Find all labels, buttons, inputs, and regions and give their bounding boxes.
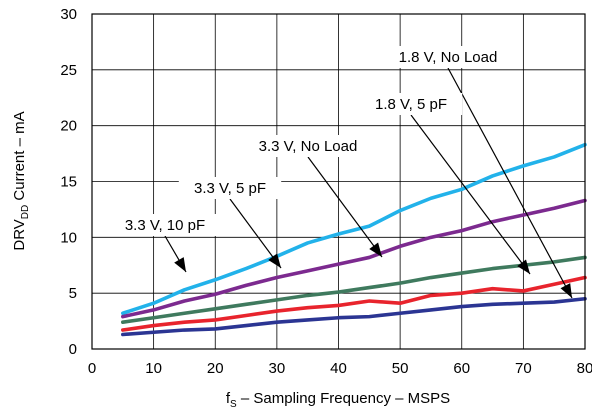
x-tick-label: 20 — [207, 360, 224, 377]
y-tick-label: 30 — [60, 6, 77, 23]
annotation-label-box — [244, 135, 372, 157]
series-line — [121, 142, 587, 316]
y-tick-label: 5 — [69, 285, 77, 302]
annotation-label: 1.8 V, No Load — [399, 49, 498, 66]
annotation-label-box — [109, 214, 221, 236]
x-tick-label: 30 — [269, 360, 286, 377]
y-tick-label: 25 — [60, 62, 77, 79]
x-axis-label: fS – Sampling Frequency – MSPS — [226, 390, 450, 410]
annotations: 1.8 V, No Load 1.8 V, 5 pF 3.3 V, No Load 3… — [109, 46, 573, 299]
annotation-label-box — [384, 46, 512, 68]
annotation-leader — [410, 114, 531, 275]
y-tick-label: 0 — [69, 341, 77, 358]
x-tick-label: 50 — [392, 360, 409, 377]
series-line — [121, 255, 587, 325]
annotation-leader — [447, 67, 573, 299]
annotation-label: 3.3 V, No Load — [259, 138, 358, 155]
x-tick-label: 70 — [515, 360, 532, 377]
y-tick-label: 20 — [60, 118, 77, 135]
annotation-leader — [229, 198, 282, 269]
annotation-label: 3.3 V, 10 pF — [125, 217, 205, 234]
annotation-label-box — [178, 177, 282, 199]
x-tick-label: 40 — [330, 360, 347, 377]
x-tick-label: 0 — [88, 360, 96, 377]
annotation-arrowhead — [560, 283, 572, 298]
tick-labels: 0 10 20 30 40 50 60 70 80 0 5 10 15 20 25 30 — [60, 6, 592, 377]
series-line — [121, 275, 587, 332]
annotation-leader — [307, 156, 383, 258]
series-lines — [121, 142, 587, 337]
y-tick-label: 15 — [60, 174, 77, 191]
annotation-arrowhead — [517, 259, 530, 274]
x-tick-label: 10 — [145, 360, 162, 377]
x-tick-label: 60 — [453, 360, 470, 377]
annotation-arrowhead — [174, 257, 186, 272]
series-line — [121, 296, 587, 337]
x-tick-label: 80 — [577, 360, 592, 377]
annotation-label-box — [359, 93, 463, 115]
annotation-arrowhead — [369, 242, 382, 257]
series-line — [121, 198, 587, 319]
y-axis-label: DRVDD Current – mA — [11, 111, 31, 250]
annotation-arrowhead — [268, 253, 281, 268]
plot-frame — [91, 13, 586, 350]
y-tick-label: 10 — [60, 229, 77, 246]
annotation-label: 3.3 V, 5 pF — [194, 180, 266, 197]
annotation-label: 1.8 V, 5 pF — [375, 96, 447, 113]
